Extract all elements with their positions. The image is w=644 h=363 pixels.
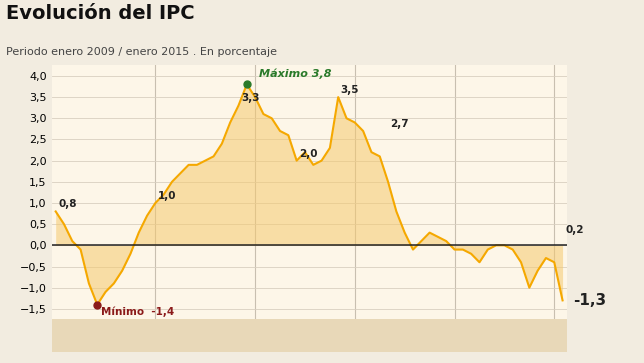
Text: -1,3: -1,3 (573, 293, 607, 308)
Text: Periodo enero 2009 / enero 2015 . En porcentaje: Periodo enero 2009 / enero 2015 . En por… (6, 47, 278, 57)
Text: Mínimo  -1,4: Mínimo -1,4 (100, 307, 174, 317)
Text: Máximo 3,8: Máximo 3,8 (260, 68, 332, 79)
Text: 3,3: 3,3 (241, 93, 260, 103)
Text: Evolución del IPC: Evolución del IPC (6, 4, 195, 23)
Text: 0,2: 0,2 (565, 225, 583, 235)
Text: 2,7: 2,7 (390, 119, 409, 129)
Text: 1,0: 1,0 (158, 191, 176, 201)
FancyBboxPatch shape (52, 319, 567, 352)
Text: 0,8: 0,8 (58, 199, 77, 209)
Text: 3,5: 3,5 (341, 85, 359, 95)
Text: 2,0: 2,0 (299, 148, 317, 159)
